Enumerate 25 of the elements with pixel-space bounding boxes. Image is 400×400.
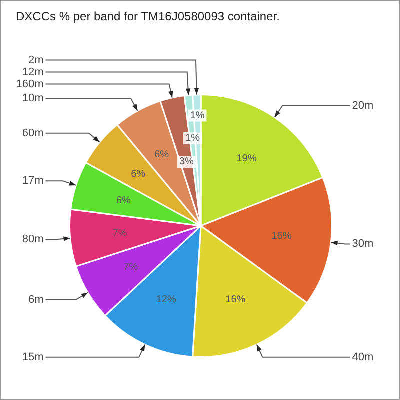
data-label: 6%: [116, 196, 131, 207]
data-label: 3%: [179, 156, 194, 168]
data-label: 1%: [190, 110, 205, 122]
data-label: 7%: [124, 262, 138, 274]
slice-label: 20m: [352, 100, 374, 112]
data-label: 16%: [226, 294, 246, 306]
slice-label: 160m: [16, 78, 44, 90]
slice-label: 40m: [352, 351, 374, 364]
slice-label: 10m: [22, 92, 44, 105]
data-label: 7%: [112, 228, 128, 240]
data-label: 6%: [154, 149, 170, 160]
data-label: 19%: [236, 153, 257, 164]
slice-label: 12m: [22, 66, 44, 78]
data-label: 1%: [186, 133, 200, 144]
slice-label: 60m: [22, 127, 44, 140]
data-label: 12%: [156, 294, 176, 306]
slice-label: 15m: [22, 351, 44, 364]
slice-label: 80m: [22, 234, 44, 246]
slice-label: 30m: [352, 238, 374, 250]
slice-label: 6m: [28, 294, 44, 306]
chart-title: DXCCs % per band for TM16J0580093 container.: [16, 9, 280, 24]
data-label: 16%: [272, 230, 292, 242]
slice-label: 17m: [22, 175, 44, 188]
slice-label: 2m: [28, 54, 44, 66]
data-label: 6%: [131, 168, 146, 180]
